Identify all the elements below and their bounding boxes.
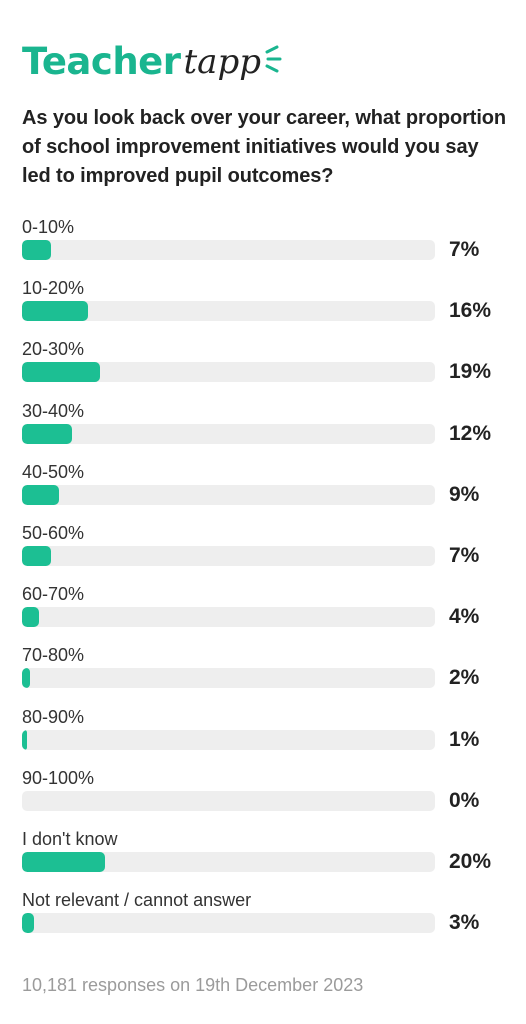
bar-track	[22, 484, 435, 505]
bar-row: 70-80% 2%	[0, 644, 526, 700]
bar-category-label: I don't know	[22, 829, 118, 849]
bar-value-label: 16%	[449, 299, 492, 323]
bar-value-label: 0%	[449, 788, 480, 812]
bar-value-label: 4%	[449, 605, 480, 629]
bar-track	[22, 729, 435, 750]
bar-value-label: 19%	[449, 360, 492, 384]
bar-fill	[22, 301, 89, 322]
bar-track	[22, 546, 435, 566]
bar-category-label: 30-40%	[22, 400, 85, 421]
bar-row: I don't know 20%	[0, 828, 526, 884]
bar-value-label: 9%	[449, 482, 480, 506]
bar-track	[22, 423, 435, 444]
bar-fill	[22, 607, 39, 628]
bar-fill	[22, 852, 105, 872]
bar-category-label: 40-50%	[22, 461, 85, 482]
bar-fill	[22, 546, 51, 566]
bar-track	[22, 607, 435, 628]
teachertapp-logo: Teacher tapp	[22, 34, 285, 84]
sparkle-icon	[265, 45, 282, 73]
bar-fill	[22, 668, 31, 689]
bar-track	[22, 301, 435, 322]
bar-category-label: Not relevant / cannot answer	[22, 890, 252, 911]
bar-fill	[22, 729, 27, 750]
bar-track	[22, 668, 435, 689]
logo-wordmark-tapp: tapp	[183, 42, 261, 82]
bar-category-label: 50-60%	[22, 523, 85, 543]
bar-fill	[22, 913, 35, 934]
bar-track	[22, 852, 435, 872]
bar-track	[22, 362, 435, 383]
bar-track	[22, 913, 435, 934]
bar-fill	[22, 423, 72, 444]
bar-category-label: 60-70%	[22, 584, 85, 605]
bar-value-label: 12%	[449, 421, 492, 445]
bar-fill	[22, 240, 51, 260]
bar-category-label: 70-80%	[22, 645, 85, 666]
bar-category-label: 90-100%	[22, 767, 95, 788]
bar-value-label: 20%	[449, 850, 492, 873]
bar-row: 40-50% 9%	[0, 461, 526, 517]
bar-row: Not relevant / cannot answer 3%	[0, 889, 526, 945]
bar-value-label: 7%	[449, 544, 480, 567]
bar-row: 30-40% 12%	[0, 400, 526, 456]
bar-value-label: 3%	[449, 911, 480, 935]
bar-row: 10-20% 16%	[0, 277, 526, 333]
bar-row: 50-60% 7%	[0, 522, 526, 578]
bar-track	[22, 790, 435, 811]
bar-row: 80-90% 1%	[0, 706, 526, 762]
bar-value-label: 2%	[449, 666, 480, 690]
logo-wordmark-teacher: Teacher	[22, 40, 181, 83]
survey-question: As you look back over your career, what …	[22, 107, 507, 187]
bar-category-label: 80-90%	[22, 706, 85, 727]
bar-track	[22, 240, 435, 260]
bar-category-label: 0-10%	[22, 217, 75, 237]
bar-value-label: 7%	[449, 238, 480, 261]
bar-row: 20-30% 19%	[0, 338, 526, 394]
bar-value-label: 1%	[449, 727, 480, 751]
response-count-footer: 10,181 responses on 19th December 2023	[22, 975, 364, 995]
bar-row: 60-70% 4%	[0, 583, 526, 639]
bar-row: 0-10% 7%	[0, 216, 526, 272]
bar-row: 90-100% 0%	[0, 767, 526, 823]
bar-fill	[22, 362, 101, 383]
bar-category-label: 10-20%	[22, 278, 85, 299]
bar-fill	[22, 484, 60, 505]
bar-category-label: 20-30%	[22, 339, 85, 360]
